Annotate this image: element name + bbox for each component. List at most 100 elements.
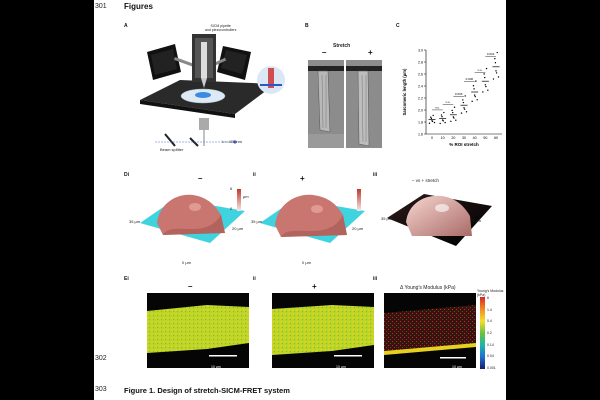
significance-label: 0.006 (466, 77, 474, 81)
y-tick-label: 1.6 (418, 132, 423, 136)
left-margin-bar (0, 0, 94, 400)
y-tick-label: 2.4 (418, 84, 423, 88)
data-point (471, 100, 473, 103)
significance-label: 0.001 (487, 52, 495, 56)
data-point (473, 94, 476, 96)
di-scale-top: 6 (230, 186, 233, 191)
data-point (452, 116, 455, 118)
data-point (453, 106, 456, 108)
panel-b-label: B (305, 23, 309, 29)
significance-label: 0.006 (455, 92, 463, 96)
stretch-title: Stretch (333, 43, 351, 49)
sicm-pipette-column (192, 34, 216, 88)
data-point (462, 101, 465, 104)
laser-label: λ = 405 nm (222, 139, 242, 144)
di-scale-unit: μm (243, 194, 249, 199)
diii-axis-20: 20 μm (470, 218, 482, 223)
legend-tick: 0.2 (487, 331, 492, 335)
data-point (463, 107, 465, 109)
fret-map-minus (147, 293, 249, 368)
data-point (474, 95, 476, 98)
data-point (460, 112, 463, 114)
data-point (484, 84, 487, 86)
data-point (440, 114, 443, 116)
data-point (465, 111, 468, 113)
data-point (476, 99, 478, 101)
d-plus-sign: + (300, 174, 305, 183)
legend-tick: 0.4 (487, 319, 492, 324)
x-tick-label: 40 (473, 136, 477, 140)
legend-tick: 1.4 (487, 307, 492, 312)
data-point (430, 117, 433, 120)
minus-sign: – (322, 48, 327, 57)
data-point (484, 76, 486, 79)
data-point (432, 114, 434, 117)
data-point (492, 78, 495, 80)
y-tick-label: 1.8 (418, 120, 423, 124)
delta-modulus-title: Δ Young's Modulus (kPa) (400, 285, 456, 291)
y-tick-label: 2.8 (418, 60, 423, 64)
data-point (487, 89, 489, 91)
data-point (463, 108, 466, 110)
laser-source-icon (233, 140, 237, 144)
diii-axis-35: 35 μm (381, 216, 393, 221)
y-tick-label: 2.2 (418, 96, 423, 100)
data-point (497, 76, 500, 78)
panel-a-label: A (124, 23, 128, 29)
x-tick-label: 60 (494, 136, 498, 140)
sarcomere-chart: 1.6 1.8 2.0 2.2 2.4 2.6 2.8 3.0 0 10 20 30 40 50 60 % R… (402, 48, 502, 147)
di-scale-bottom: 0 (230, 206, 233, 211)
line-number-301: 301 (95, 3, 107, 10)
modulus-legend-title: Young's Modulus (kPa) (477, 289, 504, 297)
beam-splitter-label: Beam splitter (160, 147, 184, 152)
panel-di-label: Di (124, 172, 129, 178)
data-point (494, 57, 496, 60)
significance-label: n.s. (446, 100, 451, 104)
y-tick-label: 3.0 (418, 48, 423, 52)
left-stretcher-unit (147, 44, 199, 80)
data-point (444, 121, 446, 124)
plus-sign: + (368, 48, 373, 57)
panel-ei-label: Ei (124, 276, 129, 282)
significance-label: n.s. (478, 68, 483, 72)
data-point (485, 85, 487, 88)
data-point (475, 80, 477, 82)
topography-minus (140, 189, 245, 243)
sample-well (195, 92, 211, 98)
data-point (451, 109, 453, 112)
panel-eiii-label: iii (373, 276, 378, 282)
micrograph-unstretched (308, 60, 344, 148)
pipette-label: SICM pipette and piezocontrollers (205, 24, 237, 32)
data-point (430, 116, 432, 118)
scalebar-eiii: 10 μm (452, 365, 462, 369)
dii-axis-0: 0 μm (302, 260, 311, 265)
data-point (442, 120, 444, 122)
data-point (431, 120, 434, 123)
e-plus-sign: + (312, 282, 317, 291)
data-point (464, 95, 466, 97)
data-point (482, 91, 484, 93)
legend-tick: 0.04 (487, 354, 494, 359)
panel-dii-label: ii (253, 172, 256, 178)
delta-modulus-map (384, 293, 476, 368)
dii-axis-20: 20 μm (352, 226, 364, 231)
legend-tick: 0.14 (487, 342, 494, 347)
topography-difference (387, 194, 492, 246)
panel-c-label: C (396, 23, 400, 29)
panel-eii-label: ii (253, 276, 256, 282)
topography-plus (260, 189, 365, 243)
data-point (428, 122, 431, 124)
data-point (495, 72, 498, 74)
significance-label: n.s. (435, 105, 440, 109)
x-axis-label: % ROI stretch (449, 142, 479, 147)
data-point (462, 99, 464, 101)
data-point (443, 111, 445, 114)
data-point (439, 122, 441, 125)
data-point (450, 120, 452, 122)
x-tick-label: 50 (483, 136, 487, 140)
legend-tick: 0.001 (487, 366, 496, 370)
section-heading: Figures (124, 2, 153, 11)
line-number-302: 302 (95, 355, 107, 362)
data-point (452, 111, 454, 114)
x-tick-label: 20 (451, 136, 455, 140)
